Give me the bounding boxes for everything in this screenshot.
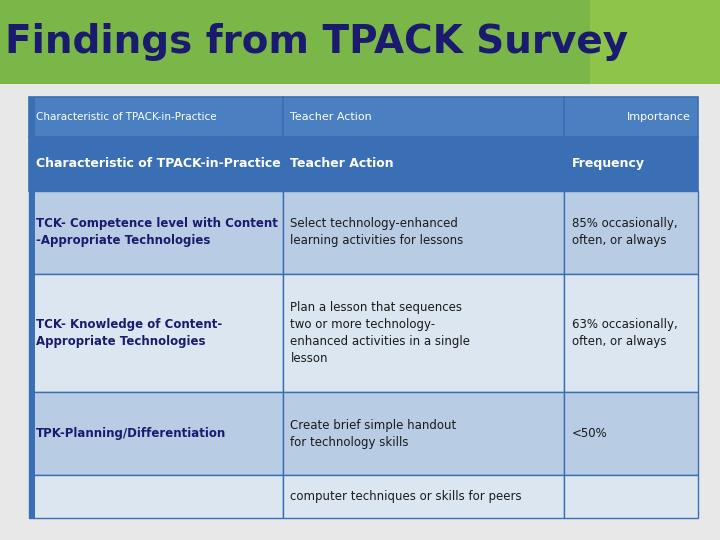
Text: Frequency: Frequency xyxy=(572,157,644,170)
Text: TCK- Knowledge of Content-
Appropriate Technologies: TCK- Knowledge of Content- Appropriate T… xyxy=(36,318,222,348)
Text: 85% occasionally,
often, or always: 85% occasionally, often, or always xyxy=(572,217,678,247)
Text: computer techniques or skills for peers: computer techniques or skills for peers xyxy=(290,490,522,503)
Text: Findings from TPACK Survey: Findings from TPACK Survey xyxy=(5,23,629,61)
Text: TPK-Planning/Differentiation: TPK-Planning/Differentiation xyxy=(36,427,226,440)
Text: Create brief simple handout
for technology skills: Create brief simple handout for technolo… xyxy=(290,419,456,449)
Text: 63% occasionally,
often, or always: 63% occasionally, often, or always xyxy=(572,318,678,348)
Text: TCK- Competence level with Content
-Appropriate Technologies: TCK- Competence level with Content -Appr… xyxy=(36,217,278,247)
Text: Characteristic of TPACK-in-Practice: Characteristic of TPACK-in-Practice xyxy=(36,112,217,122)
Text: <50%: <50% xyxy=(572,427,608,440)
Text: Teacher Action: Teacher Action xyxy=(290,157,394,170)
Text: Plan a lesson that sequences
two or more technology-
enhanced activities in a si: Plan a lesson that sequences two or more… xyxy=(290,301,470,365)
Text: Importance: Importance xyxy=(627,112,691,122)
Text: Characteristic of TPACK-in-Practice: Characteristic of TPACK-in-Practice xyxy=(36,157,281,170)
Text: Select technology-enhanced
learning activities for lessons: Select technology-enhanced learning acti… xyxy=(290,217,464,247)
Text: Teacher Action: Teacher Action xyxy=(290,112,372,122)
